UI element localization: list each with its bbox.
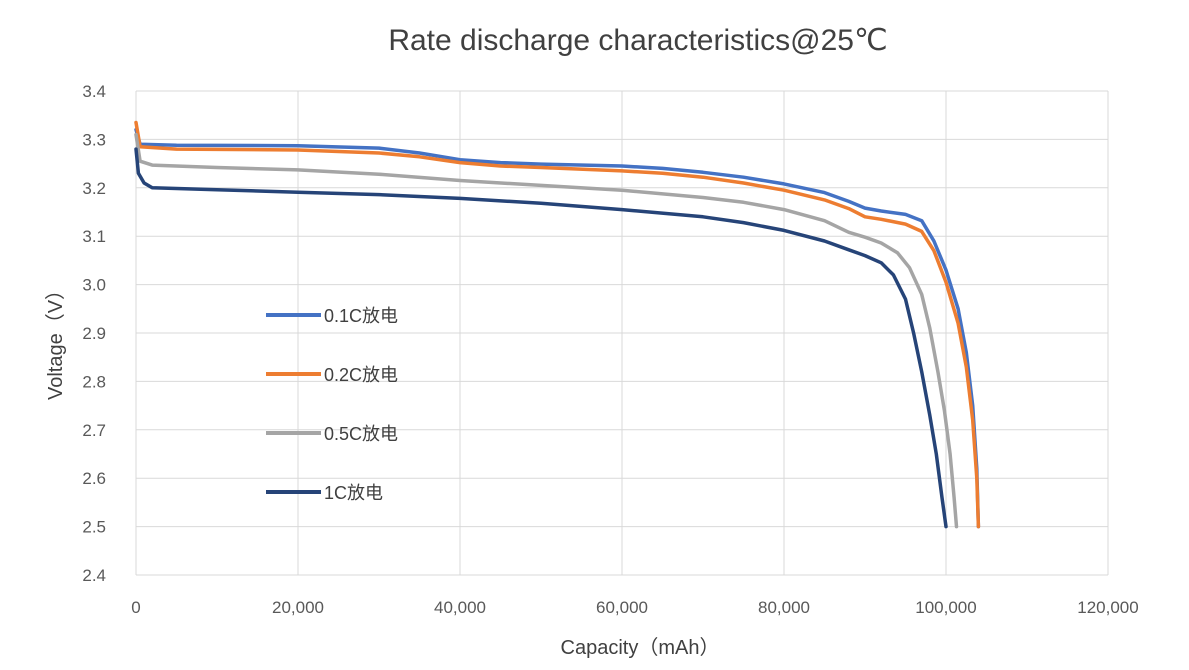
y-tick-label: 3.2	[82, 179, 106, 198]
x-tick-label: 20,000	[272, 598, 324, 617]
y-tick-label: 3.1	[82, 227, 106, 246]
legend-item: 0.1C放电	[266, 306, 398, 326]
x-tick-label: 60,000	[596, 598, 648, 617]
legend-item: 0.5C放电	[266, 424, 398, 444]
x-tick-label: 0	[131, 598, 140, 617]
y-tick-label: 3.3	[82, 130, 106, 149]
legend-item: 0.2C放电	[266, 365, 398, 385]
y-tick-label: 3.4	[82, 82, 106, 101]
chart-title: Rate discharge characteristics@25℃	[388, 24, 887, 57]
series-lines	[134, 120, 981, 529]
x-tick-label: 40,000	[434, 598, 486, 617]
y-axis-title: Voltage（V）	[44, 280, 67, 400]
x-tick-label: 100,000	[915, 598, 976, 617]
x-tick-label: 120,000	[1077, 598, 1138, 617]
legend-label: 0.1C放电	[324, 306, 398, 326]
legend-label: 0.5C放电	[324, 424, 398, 444]
legend-item: 1C放电	[266, 483, 383, 503]
series-line	[134, 120, 981, 529]
y-tick-label: 2.8	[82, 372, 106, 391]
grid-lines	[135, 90, 1109, 576]
x-tick-label: 80,000	[758, 598, 810, 617]
y-tick-label: 2.9	[82, 324, 106, 343]
series-line	[134, 147, 948, 529]
y-tick-label: 2.7	[82, 421, 106, 440]
legend-label: 1C放电	[324, 483, 383, 503]
x-axis-title: Capacity（mAh）	[561, 636, 720, 659]
y-tick-label: 2.4	[82, 566, 106, 585]
y-tick-label: 3.0	[82, 276, 106, 295]
y-tick-label: 2.6	[82, 469, 106, 488]
tick-labels: 2.4 2.5 2.6 2.7 2.8 2.9 3.0 3.1 3.2 3.3 3.4 0 20,000…	[82, 82, 1138, 617]
series-line	[134, 127, 981, 529]
legend: 0.1C放电 0.2C放电 0.5C放电 1C放电	[266, 306, 398, 503]
series-line	[134, 132, 959, 529]
y-tick-label: 2.5	[82, 518, 106, 537]
legend-label: 0.2C放电	[324, 365, 398, 385]
